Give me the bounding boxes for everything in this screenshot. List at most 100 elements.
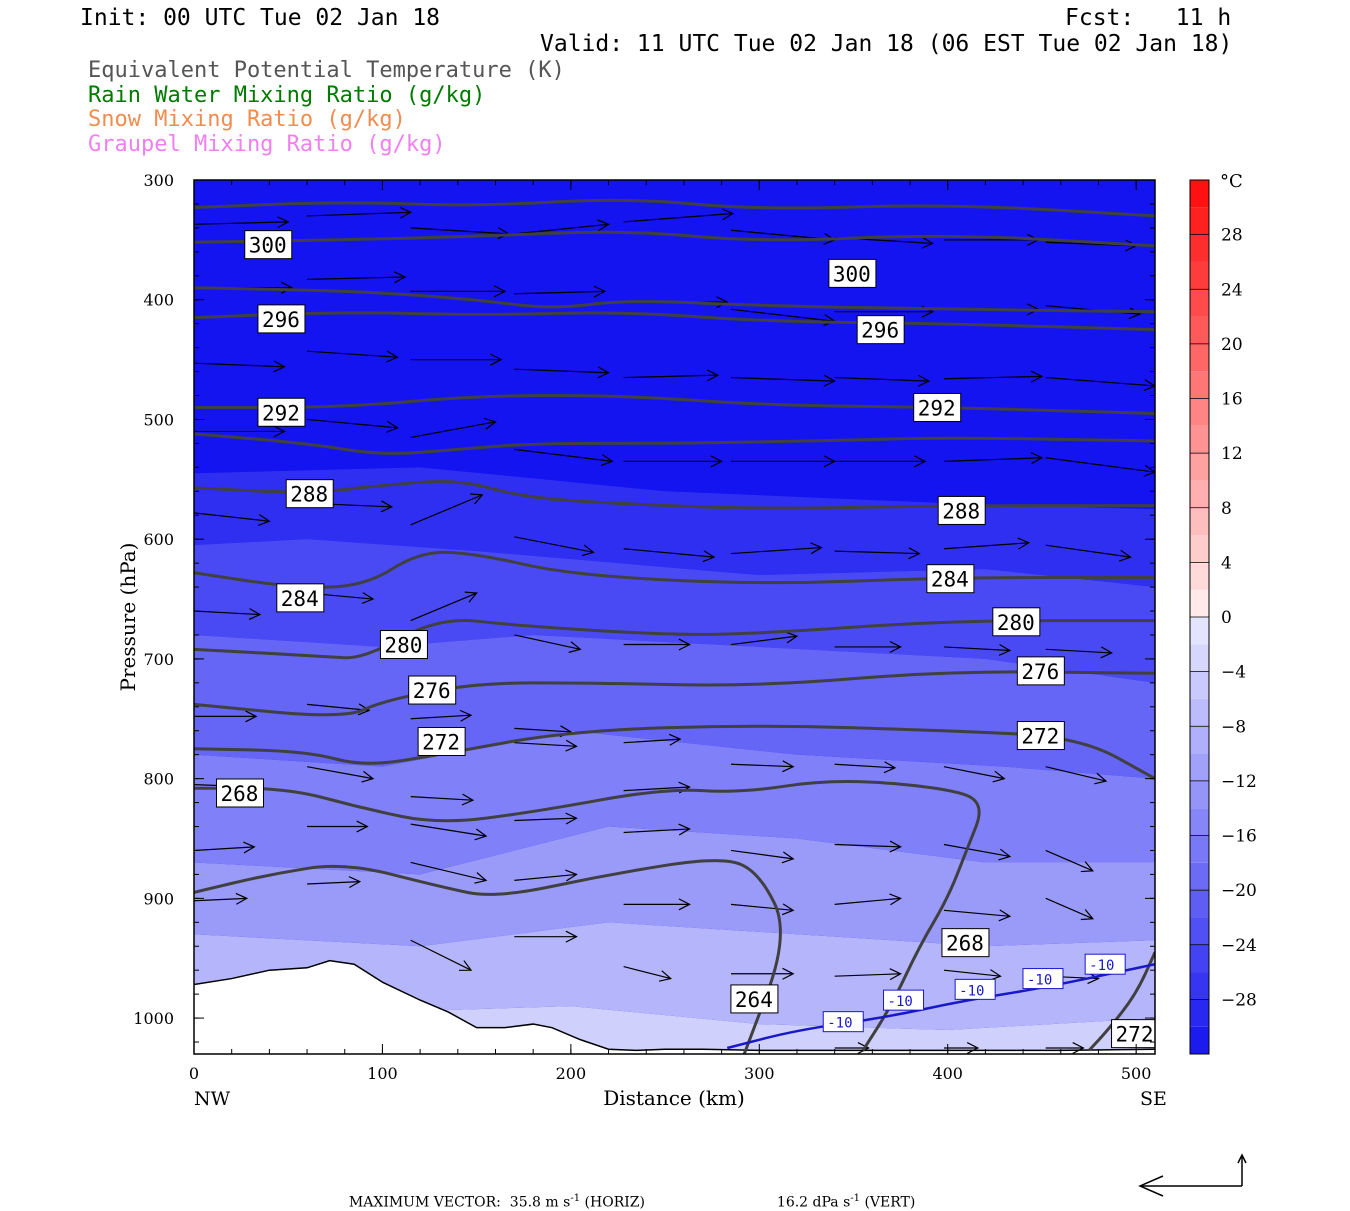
wind-vector [410, 714, 472, 720]
wind-vector [194, 897, 247, 902]
wind-vector-head [857, 1042, 870, 1054]
wind-vector-head [658, 970, 673, 982]
terrain-outline [194, 959, 1155, 1052]
colorbar-segment [1190, 289, 1209, 317]
contour-label: 276 [413, 679, 451, 703]
theta-e-contour [194, 286, 1155, 314]
wind-vector [730, 308, 835, 322]
wind-vector-head [399, 206, 413, 219]
wind-vector [307, 418, 398, 429]
contour-label-box [244, 230, 293, 260]
wind-vector-head [889, 893, 902, 906]
x-tick-label: 0 [189, 1064, 199, 1083]
wind-vector-head [914, 455, 927, 468]
isotherm-minus10 [726, 962, 1155, 1050]
wind-vector [194, 610, 260, 616]
wind-vector [410, 795, 473, 801]
y-tick-label: 300 [143, 171, 174, 190]
colorbar-tick-label: 16 [1221, 390, 1243, 410]
wind-vector-head [781, 851, 795, 864]
wind-vector [834, 550, 920, 555]
wind-vector [943, 969, 1001, 977]
wind-vector-head [889, 968, 902, 981]
temperature-band [194, 826, 1155, 947]
contour-label-box [828, 258, 877, 288]
plot-area: 300 300 296 296 292 292 288 288 284 284 280 280 276 2… [194, 180, 1155, 1054]
axes: 0 100 200 300 400 500 300 400 500 600 700 800 900 100… [133, 171, 1156, 1083]
theta-e-contour [194, 670, 1155, 717]
wind-vector-head [248, 608, 262, 621]
temperature-band [194, 467, 1155, 588]
contour-label-box [417, 727, 466, 757]
contour-label: 296 [861, 319, 899, 343]
colorbar-tick-label: −28 [1221, 990, 1257, 1010]
contour-label-box [937, 495, 986, 525]
colorbar-segment [1190, 644, 1209, 672]
wind-vector [307, 211, 411, 217]
contour-label-box [926, 564, 975, 594]
wind-vector-head [458, 960, 473, 971]
colorbar-tick-label: 12 [1221, 444, 1243, 464]
colorbar-segment [1190, 753, 1209, 781]
wind-vector [410, 421, 496, 439]
wind-vector [730, 903, 794, 911]
colorbar-tick-label: 4 [1221, 553, 1232, 573]
wind-vector-head [706, 369, 720, 382]
colorbar-segment [1190, 726, 1209, 754]
x-tick-label: 100 [367, 1064, 398, 1083]
colorbar-segment [1190, 917, 1209, 945]
wind-vector [1045, 766, 1107, 782]
wind-vector-head [273, 425, 286, 438]
wind-vector [514, 873, 577, 881]
contour-label: 264 [735, 988, 773, 1012]
colorbar-tick-label: 20 [1221, 335, 1243, 355]
colorbar-segment [1190, 999, 1209, 1027]
theta-e-contour [194, 198, 1155, 218]
contour-label: 272 [422, 731, 460, 755]
wind-vector-head [678, 823, 691, 836]
wind-vector-head [1030, 370, 1044, 383]
contour-label: 300 [833, 262, 871, 286]
wind-vector [410, 939, 472, 971]
max-vector-label: MAXIMUM VECTOR: 35.8 m s-1 (HORIZ) [340, 1177, 645, 1211]
wind-vector-head [483, 417, 497, 430]
wind-vector [1045, 457, 1155, 473]
wind-vector [410, 592, 477, 622]
wind-vector-head [565, 930, 578, 943]
wind-vector-head [568, 641, 582, 653]
contour-label: 284 [931, 568, 969, 592]
colorbar-segment [1190, 835, 1209, 863]
wind-vector [410, 861, 487, 881]
theta-e-contour [194, 724, 1155, 780]
colorbar-segment [1190, 316, 1209, 344]
wind-vector [410, 494, 483, 526]
wind-vector-head [565, 739, 578, 752]
wind-vector-head [668, 733, 682, 746]
legend-vector-arrow [1138, 1153, 1247, 1197]
colorbar-segment [1190, 617, 1209, 645]
wind-vector [730, 635, 798, 646]
wind-vector [943, 909, 1010, 917]
contour-label-box [276, 583, 325, 613]
isotherm-label-box [883, 989, 925, 1011]
wind-vector-head [1094, 772, 1108, 785]
contour-label-box [1111, 1019, 1155, 1049]
max-vert-label: 16.2 dPa s-1 (VERT) [768, 1177, 915, 1211]
wind-vector [834, 376, 929, 382]
contour-label: 280 [997, 611, 1035, 635]
colorbar-tick-label: 8 [1221, 499, 1232, 519]
temperature-band [194, 180, 1155, 510]
contour-label: 268 [220, 782, 258, 806]
colorbar-segment [1190, 207, 1209, 235]
wind-vector-head [889, 840, 902, 853]
y-tick-label: 800 [143, 770, 174, 789]
plot-frame [193, 179, 1156, 1055]
wind-vector [514, 223, 609, 235]
wind-vector-head [277, 216, 290, 229]
isotherm-label: -10 [1089, 958, 1114, 974]
wind-vector-head [782, 760, 795, 773]
colorbar-tick-label: −24 [1221, 936, 1257, 956]
colorbar-segment [1190, 671, 1209, 699]
wind-vector [307, 703, 370, 711]
wind-vector-head [600, 454, 614, 467]
